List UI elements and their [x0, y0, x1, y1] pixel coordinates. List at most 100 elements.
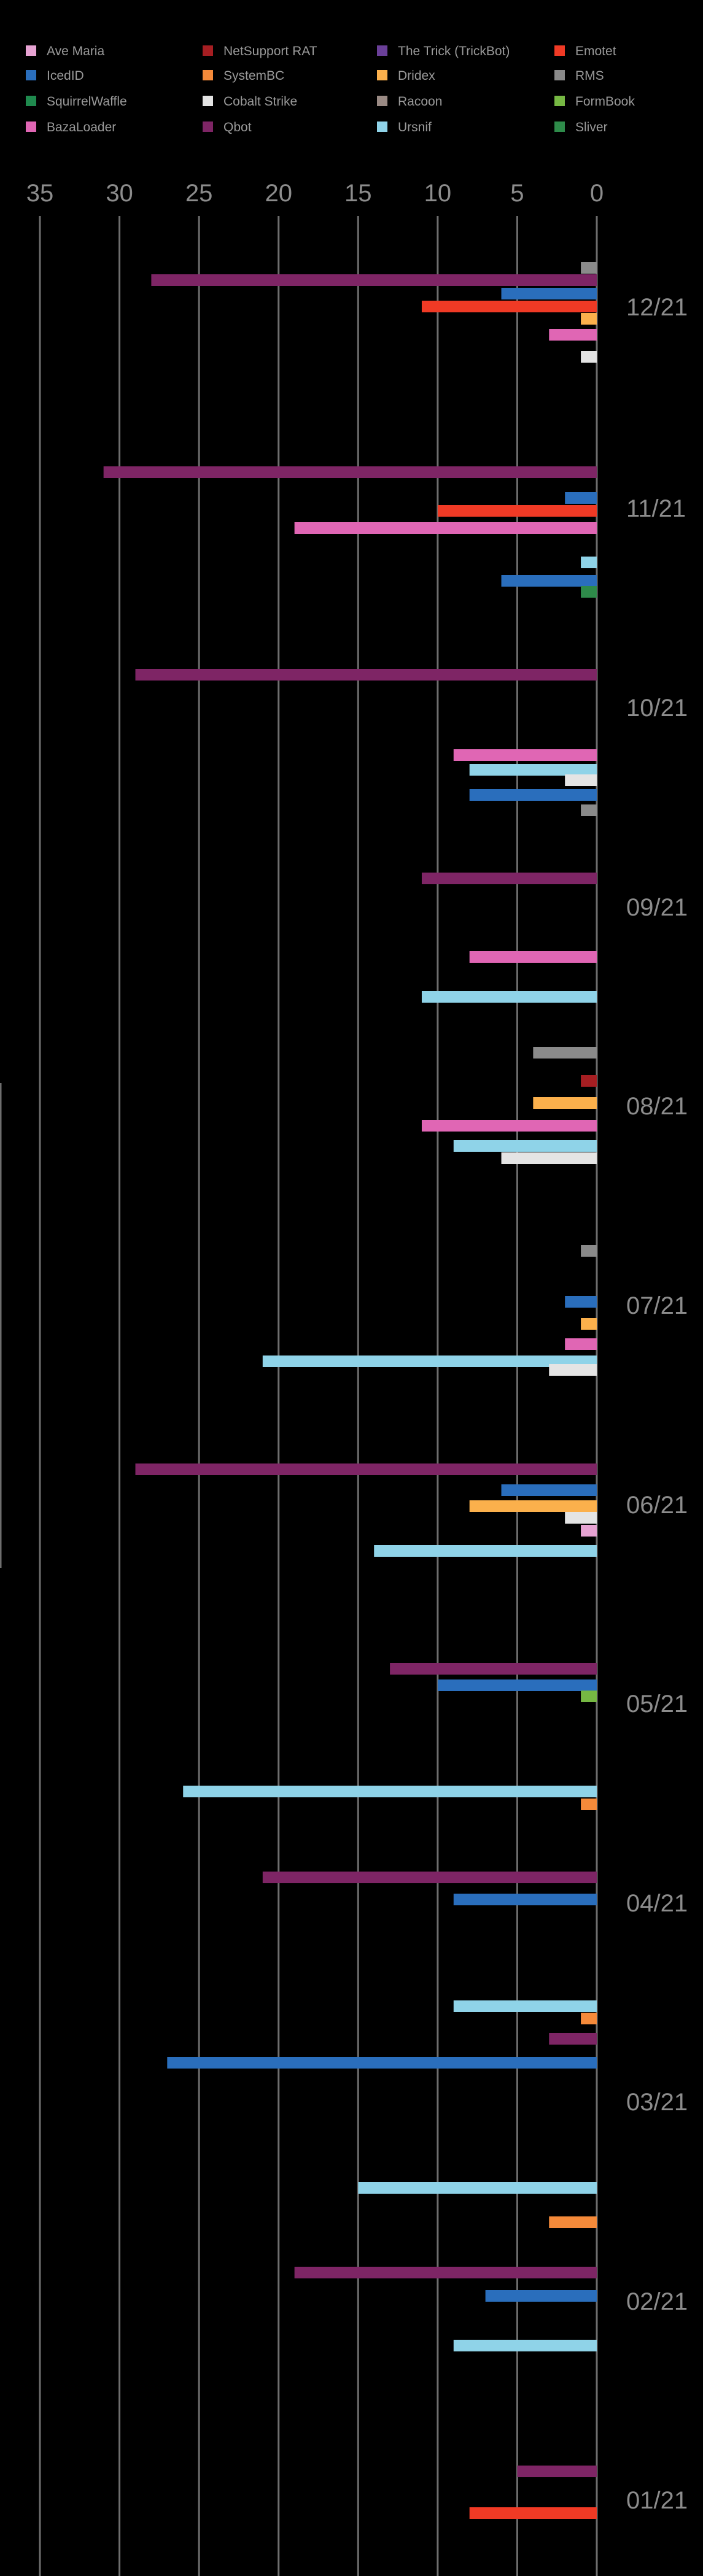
legend-label: SquirrelWaffle [47, 94, 127, 109]
x-axis-ticks: 35 30 25 20 15 10 5 0 [26, 180, 604, 207]
bar-dridex [533, 1097, 597, 1109]
bar-bazaloader [294, 522, 597, 534]
bar-cobalt-strike [501, 1152, 597, 1164]
bars [103, 262, 597, 2519]
legend-item-qbot: Qbot [203, 120, 252, 134]
x-tick-label: 25 [185, 180, 213, 207]
month-label: 02/21 [626, 2288, 688, 2315]
legend-label: NetSupport RAT [223, 44, 317, 58]
legend-swatch [203, 70, 213, 80]
bar-icedid [167, 2057, 597, 2069]
legend-swatch [554, 121, 565, 132]
bar-icedid [501, 575, 597, 587]
legend-item-bazaloader: BazaLoader [26, 120, 116, 134]
bar-rms [581, 804, 597, 816]
bar-bazaloader [565, 1338, 597, 1350]
legend-item-formbook: FormBook [554, 94, 635, 109]
bar-ursnif [183, 1786, 597, 1797]
bar-cobalt-strike [549, 1364, 597, 1376]
bar-qbot [294, 2267, 597, 2278]
bar-icedid [437, 1679, 597, 1691]
legend-swatch [377, 96, 387, 106]
bar-bazaloader [421, 1120, 597, 1132]
legend-swatch [377, 121, 387, 132]
legend: Ave Maria NetSupport RAT The Trick (TrickB… [26, 44, 635, 134]
legend-item-the-trick-trickbot: The Trick (TrickBot) [377, 44, 510, 58]
bar-bazaloader [549, 329, 597, 341]
legend-item-rms: RMS [554, 69, 604, 83]
bar-icedid [469, 789, 597, 801]
legend-label: RMS [575, 69, 604, 83]
bar-icedid [501, 1484, 597, 1496]
legend-swatch [203, 45, 213, 56]
bar-cobalt-strike [565, 1512, 597, 1524]
month-label: 06/21 [626, 1492, 688, 1519]
legend-label: Sliver [575, 120, 608, 134]
legend-swatch [377, 70, 387, 80]
bar-qbot [262, 1872, 597, 1883]
bar-qbot [421, 873, 597, 884]
bar-qbot [103, 466, 597, 478]
legend-swatch [26, 96, 36, 106]
bar-icedid [453, 1894, 597, 1905]
bar-emotet [437, 505, 597, 517]
bar-systembc [581, 2013, 597, 2024]
bar-systembc [549, 2216, 597, 2228]
bar-rms [581, 1245, 597, 1257]
bar-ursnif [358, 2182, 597, 2194]
bar-qbot [549, 2033, 597, 2045]
month-label: 10/21 [626, 695, 688, 722]
x-tick-label: 20 [265, 180, 292, 207]
legend-label: Ave Maria [47, 44, 104, 58]
bar-bazaloader [469, 951, 597, 963]
bar-dridex [581, 313, 597, 325]
legend-swatch [377, 45, 387, 56]
bar-dridex [581, 1318, 597, 1330]
bar-emotet [469, 2507, 597, 2519]
bar-qbot [135, 1463, 597, 1475]
legend-item-netsupport-rat: NetSupport RAT [203, 44, 317, 58]
bar-icedid [485, 2290, 597, 2302]
bar-icedid [501, 288, 597, 299]
legend-label: Cobalt Strike [223, 94, 297, 109]
bar-qbot [390, 1663, 597, 1675]
month-label: 04/21 [626, 1890, 688, 1917]
legend-swatch [26, 70, 36, 80]
bar-qbot [517, 2466, 597, 2477]
bar-rms [533, 1047, 597, 1059]
bar-ursnif [453, 1140, 597, 1152]
x-tick-label: 30 [106, 180, 133, 207]
month-label: 03/21 [626, 2089, 688, 2116]
bar-bazaloader [453, 749, 597, 761]
legend-label: Emotet [575, 44, 616, 58]
legend-swatch [554, 96, 565, 106]
bar-ursnif [453, 2340, 597, 2351]
month-label: 12/21 [626, 294, 688, 321]
bar-systembc [581, 1799, 597, 1810]
bar-ursnif [469, 764, 597, 776]
bar-ave-maria [581, 1525, 597, 1537]
bar-icedid [565, 492, 597, 504]
legend-label: FormBook [575, 94, 635, 109]
month-label: 09/21 [626, 894, 688, 921]
legend-item-dridex: Dridex [377, 69, 435, 83]
legend-item-ave-maria: Ave Maria [26, 44, 104, 58]
legend-swatch [26, 121, 36, 132]
x-tick-label: 0 [590, 180, 604, 207]
legend-item-racoon: Racoon [377, 94, 442, 109]
legend-item-icedid: IcedID [26, 69, 84, 83]
x-tick-label: 15 [344, 180, 372, 207]
bar-sliver [581, 586, 597, 598]
bar-ursnif [374, 1545, 597, 1557]
legend-item-ursnif: Ursnif [377, 120, 432, 134]
legend-item-squirrelwaffle: SquirrelWaffle [26, 94, 127, 109]
bar-emotet [421, 301, 597, 312]
bar-qbot [135, 669, 597, 681]
bar-rms [581, 262, 597, 274]
bar-icedid [565, 1296, 597, 1308]
x-tick-label: 10 [424, 180, 452, 207]
bar-ursnif [262, 1355, 597, 1367]
legend-item-cobalt-strike: Cobalt Strike [203, 94, 297, 109]
legend-label: Dridex [398, 69, 435, 83]
